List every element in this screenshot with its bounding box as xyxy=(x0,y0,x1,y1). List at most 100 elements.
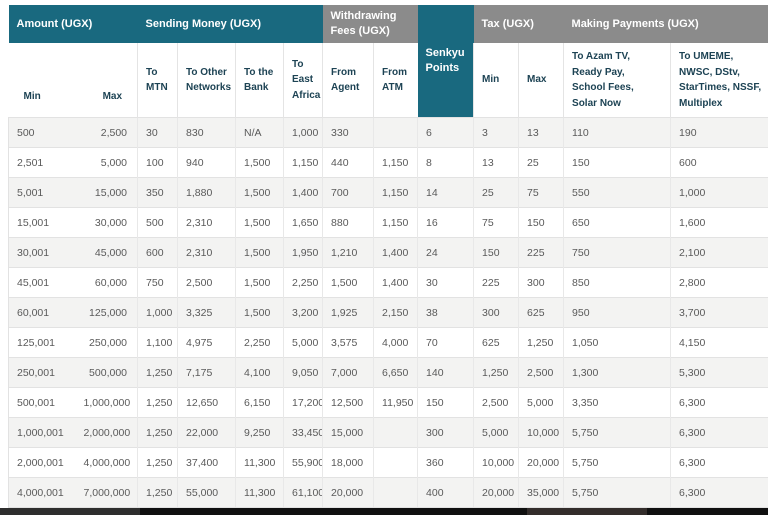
cell-max: 5,000 xyxy=(76,148,138,178)
cell-tax_min: 150 xyxy=(474,238,519,268)
cell-max: 7,000,000 xyxy=(76,478,138,508)
cell-tax_min: 300 xyxy=(474,298,519,328)
cell-to_umeme: 6,300 xyxy=(671,478,768,508)
cell-to_other_networks: 830 xyxy=(178,118,236,148)
cell-from_atm: 2,150 xyxy=(374,298,418,328)
cell-min: 250,001 xyxy=(9,358,76,388)
cell-tax_max: 1,250 xyxy=(519,328,564,358)
cell-to_other_networks: 7,175 xyxy=(178,358,236,388)
cell-to_east_africa: 3,200 xyxy=(284,298,323,328)
column-header-max: Max xyxy=(76,43,138,118)
cell-to_mtn: 600 xyxy=(138,238,178,268)
cell-to_azam: 5,750 xyxy=(564,478,671,508)
cell-to_azam: 550 xyxy=(564,178,671,208)
cell-to_east_africa: 61,100 xyxy=(284,478,323,508)
cell-tax_min: 2,500 xyxy=(474,388,519,418)
cell-to_the_bank: 11,300 xyxy=(236,448,284,478)
cell-tax_max: 2,500 xyxy=(519,358,564,388)
cell-to_other_networks: 22,000 xyxy=(178,418,236,448)
cell-to_east_africa: 5,000 xyxy=(284,328,323,358)
cell-from_agent: 1,210 xyxy=(323,238,374,268)
cell-to_mtn: 1,250 xyxy=(138,358,178,388)
cell-to_the_bank: 1,500 xyxy=(236,208,284,238)
cell-tax_max: 13 xyxy=(519,118,564,148)
cell-max: 45,000 xyxy=(76,238,138,268)
cell-to_umeme: 6,300 xyxy=(671,418,768,448)
cell-to_azam: 950 xyxy=(564,298,671,328)
cell-max: 125,000 xyxy=(76,298,138,328)
cell-to_other_networks: 37,400 xyxy=(178,448,236,478)
cell-from_agent: 1,925 xyxy=(323,298,374,328)
cell-senkyu_points: 24 xyxy=(418,238,474,268)
column-header-to_the_bank: To the Bank xyxy=(236,43,284,118)
cell-tax_max: 625 xyxy=(519,298,564,328)
cell-to_mtn: 100 xyxy=(138,148,178,178)
cell-to_east_africa: 1,000 xyxy=(284,118,323,148)
cell-tax_max: 300 xyxy=(519,268,564,298)
cell-senkyu_points: 8 xyxy=(418,148,474,178)
cell-from_atm: 4,000 xyxy=(374,328,418,358)
cell-to_other_networks: 55,000 xyxy=(178,478,236,508)
cell-senkyu_points: 150 xyxy=(418,388,474,418)
cell-to_umeme: 4,150 xyxy=(671,328,768,358)
cell-from_atm xyxy=(374,448,418,478)
cell-to_east_africa: 1,950 xyxy=(284,238,323,268)
cell-to_other_networks: 12,650 xyxy=(178,388,236,418)
cell-to_the_bank: N/A xyxy=(236,118,284,148)
cell-from_agent: 700 xyxy=(323,178,374,208)
cell-senkyu_points: 6 xyxy=(418,118,474,148)
cell-to_azam: 650 xyxy=(564,208,671,238)
cell-senkyu_points: 38 xyxy=(418,298,474,328)
cell-tax_max: 150 xyxy=(519,208,564,238)
cell-to_the_bank: 1,500 xyxy=(236,238,284,268)
group-header-sending-money-ugx: Sending Money (UGX) xyxy=(138,5,323,43)
cell-to_azam: 110 xyxy=(564,118,671,148)
cell-to_other_networks: 940 xyxy=(178,148,236,178)
column-header-from_atm: From ATM xyxy=(374,43,418,118)
cell-max: 15,000 xyxy=(76,178,138,208)
mobile-money-fees-page: Amount (UGX)Sending Money (UGX)Withdrawi… xyxy=(0,5,768,515)
cell-to_umeme: 6,300 xyxy=(671,448,768,478)
cell-max: 60,000 xyxy=(76,268,138,298)
footer-segment xyxy=(527,508,647,515)
cell-to_east_africa: 9,050 xyxy=(284,358,323,388)
cell-to_azam: 1,300 xyxy=(564,358,671,388)
cell-tax_max: 225 xyxy=(519,238,564,268)
cell-to_mtn: 750 xyxy=(138,268,178,298)
cell-to_umeme: 6,300 xyxy=(671,388,768,418)
cell-to_mtn: 1,250 xyxy=(138,448,178,478)
cell-from_atm xyxy=(374,118,418,148)
cell-senkyu_points: 140 xyxy=(418,358,474,388)
cell-to_mtn: 30 xyxy=(138,118,178,148)
cell-min: 1,000,001 xyxy=(9,418,76,448)
cell-to_azam: 750 xyxy=(564,238,671,268)
cell-from_agent: 7,000 xyxy=(323,358,374,388)
cell-tax_min: 625 xyxy=(474,328,519,358)
cell-tax_max: 5,000 xyxy=(519,388,564,418)
cell-senkyu_points: 16 xyxy=(418,208,474,238)
cell-to_east_africa: 55,900 xyxy=(284,448,323,478)
cell-min: 500 xyxy=(9,118,76,148)
cell-tax_min: 75 xyxy=(474,208,519,238)
cell-to_umeme: 2,800 xyxy=(671,268,768,298)
group-header-making-payments-ugx: Making Payments (UGX) xyxy=(564,5,768,43)
cell-to_azam: 3,350 xyxy=(564,388,671,418)
cell-to_the_bank: 1,500 xyxy=(236,298,284,328)
cell-from_atm: 1,150 xyxy=(374,148,418,178)
cell-to_east_africa: 33,450 xyxy=(284,418,323,448)
cell-to_mtn: 1,250 xyxy=(138,418,178,448)
cell-tax_min: 225 xyxy=(474,268,519,298)
cell-from_atm xyxy=(374,418,418,448)
cell-min: 5,001 xyxy=(9,178,76,208)
group-header-row: Amount (UGX)Sending Money (UGX)Withdrawi… xyxy=(9,5,768,43)
column-header-to_other_networks: To Other Networks xyxy=(178,43,236,118)
cell-tax_min: 10,000 xyxy=(474,448,519,478)
cell-to_other_networks: 1,880 xyxy=(178,178,236,208)
